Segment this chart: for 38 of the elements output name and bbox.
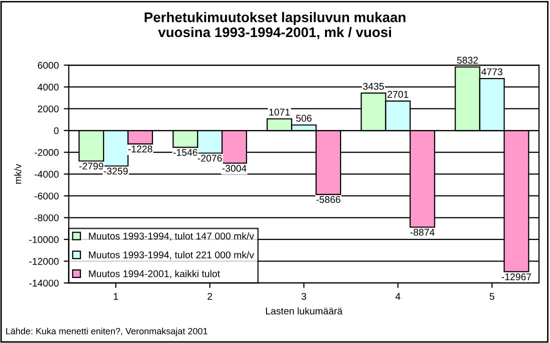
data-label: -3004 <box>222 164 246 172</box>
chart-title: Perhetukimuutokset lapsiluvun mukaan vuosina 1993-1994-2001, mk / vuosi <box>144 12 406 40</box>
y-tick-label: 0 <box>54 127 59 134</box>
data-label: 2701 <box>388 90 408 98</box>
data-label: -2799 <box>79 162 104 170</box>
x-tick-label: 3 <box>302 292 306 300</box>
y-tick-label: -4000 <box>34 170 59 178</box>
y-tick-label: -2000 <box>34 149 59 156</box>
x-tick-label: 2 <box>208 292 212 300</box>
data-label: -1228 <box>128 146 152 152</box>
y-tick-label: -12000 <box>29 258 59 265</box>
data-label: -12967 <box>502 273 532 280</box>
data-label: -5866 <box>316 196 340 203</box>
y-tick-label: -8000 <box>34 214 59 222</box>
legend-label: Muutos 1994-2001, kaikki tulot <box>88 270 220 278</box>
x-tick-label: 5 <box>490 293 494 300</box>
data-label: 5832 <box>457 56 478 64</box>
y-axis-title: mk/v <box>14 164 22 184</box>
data-label: 3435 <box>363 82 384 90</box>
data-label: -1546 <box>173 148 198 156</box>
y-tick-label: -14000 <box>29 280 59 287</box>
y-tick-label: 4000 <box>38 84 59 91</box>
x-axis-title: Lasten lukumäärä <box>266 307 343 314</box>
y-tick-label: -10000 <box>29 236 59 244</box>
data-label: -8874 <box>410 228 435 236</box>
data-label: -3259 <box>104 168 128 175</box>
legend-label: Muutos 1993-1994, tulot 221 000 mk/v <box>88 251 254 260</box>
x-tick-label: 1 <box>114 293 118 300</box>
text: Lähde: Kuka menetti eniten?, Veronmaksajat 2001 <box>6 328 208 336</box>
data-label: -2076 <box>198 154 222 162</box>
data-label: 4773 <box>481 68 502 76</box>
data-label: 506 <box>296 114 312 122</box>
x-tick-label: 4 <box>395 293 400 300</box>
y-tick-label: 6000 <box>38 62 59 69</box>
legend-label: Muutos 1993-1994, tulot 147 000 mk/v <box>88 232 254 241</box>
y-tick-label: -6000 <box>34 192 59 200</box>
y-tick-label: 2000 <box>38 105 59 112</box>
data-label: 1071 <box>269 108 290 116</box>
